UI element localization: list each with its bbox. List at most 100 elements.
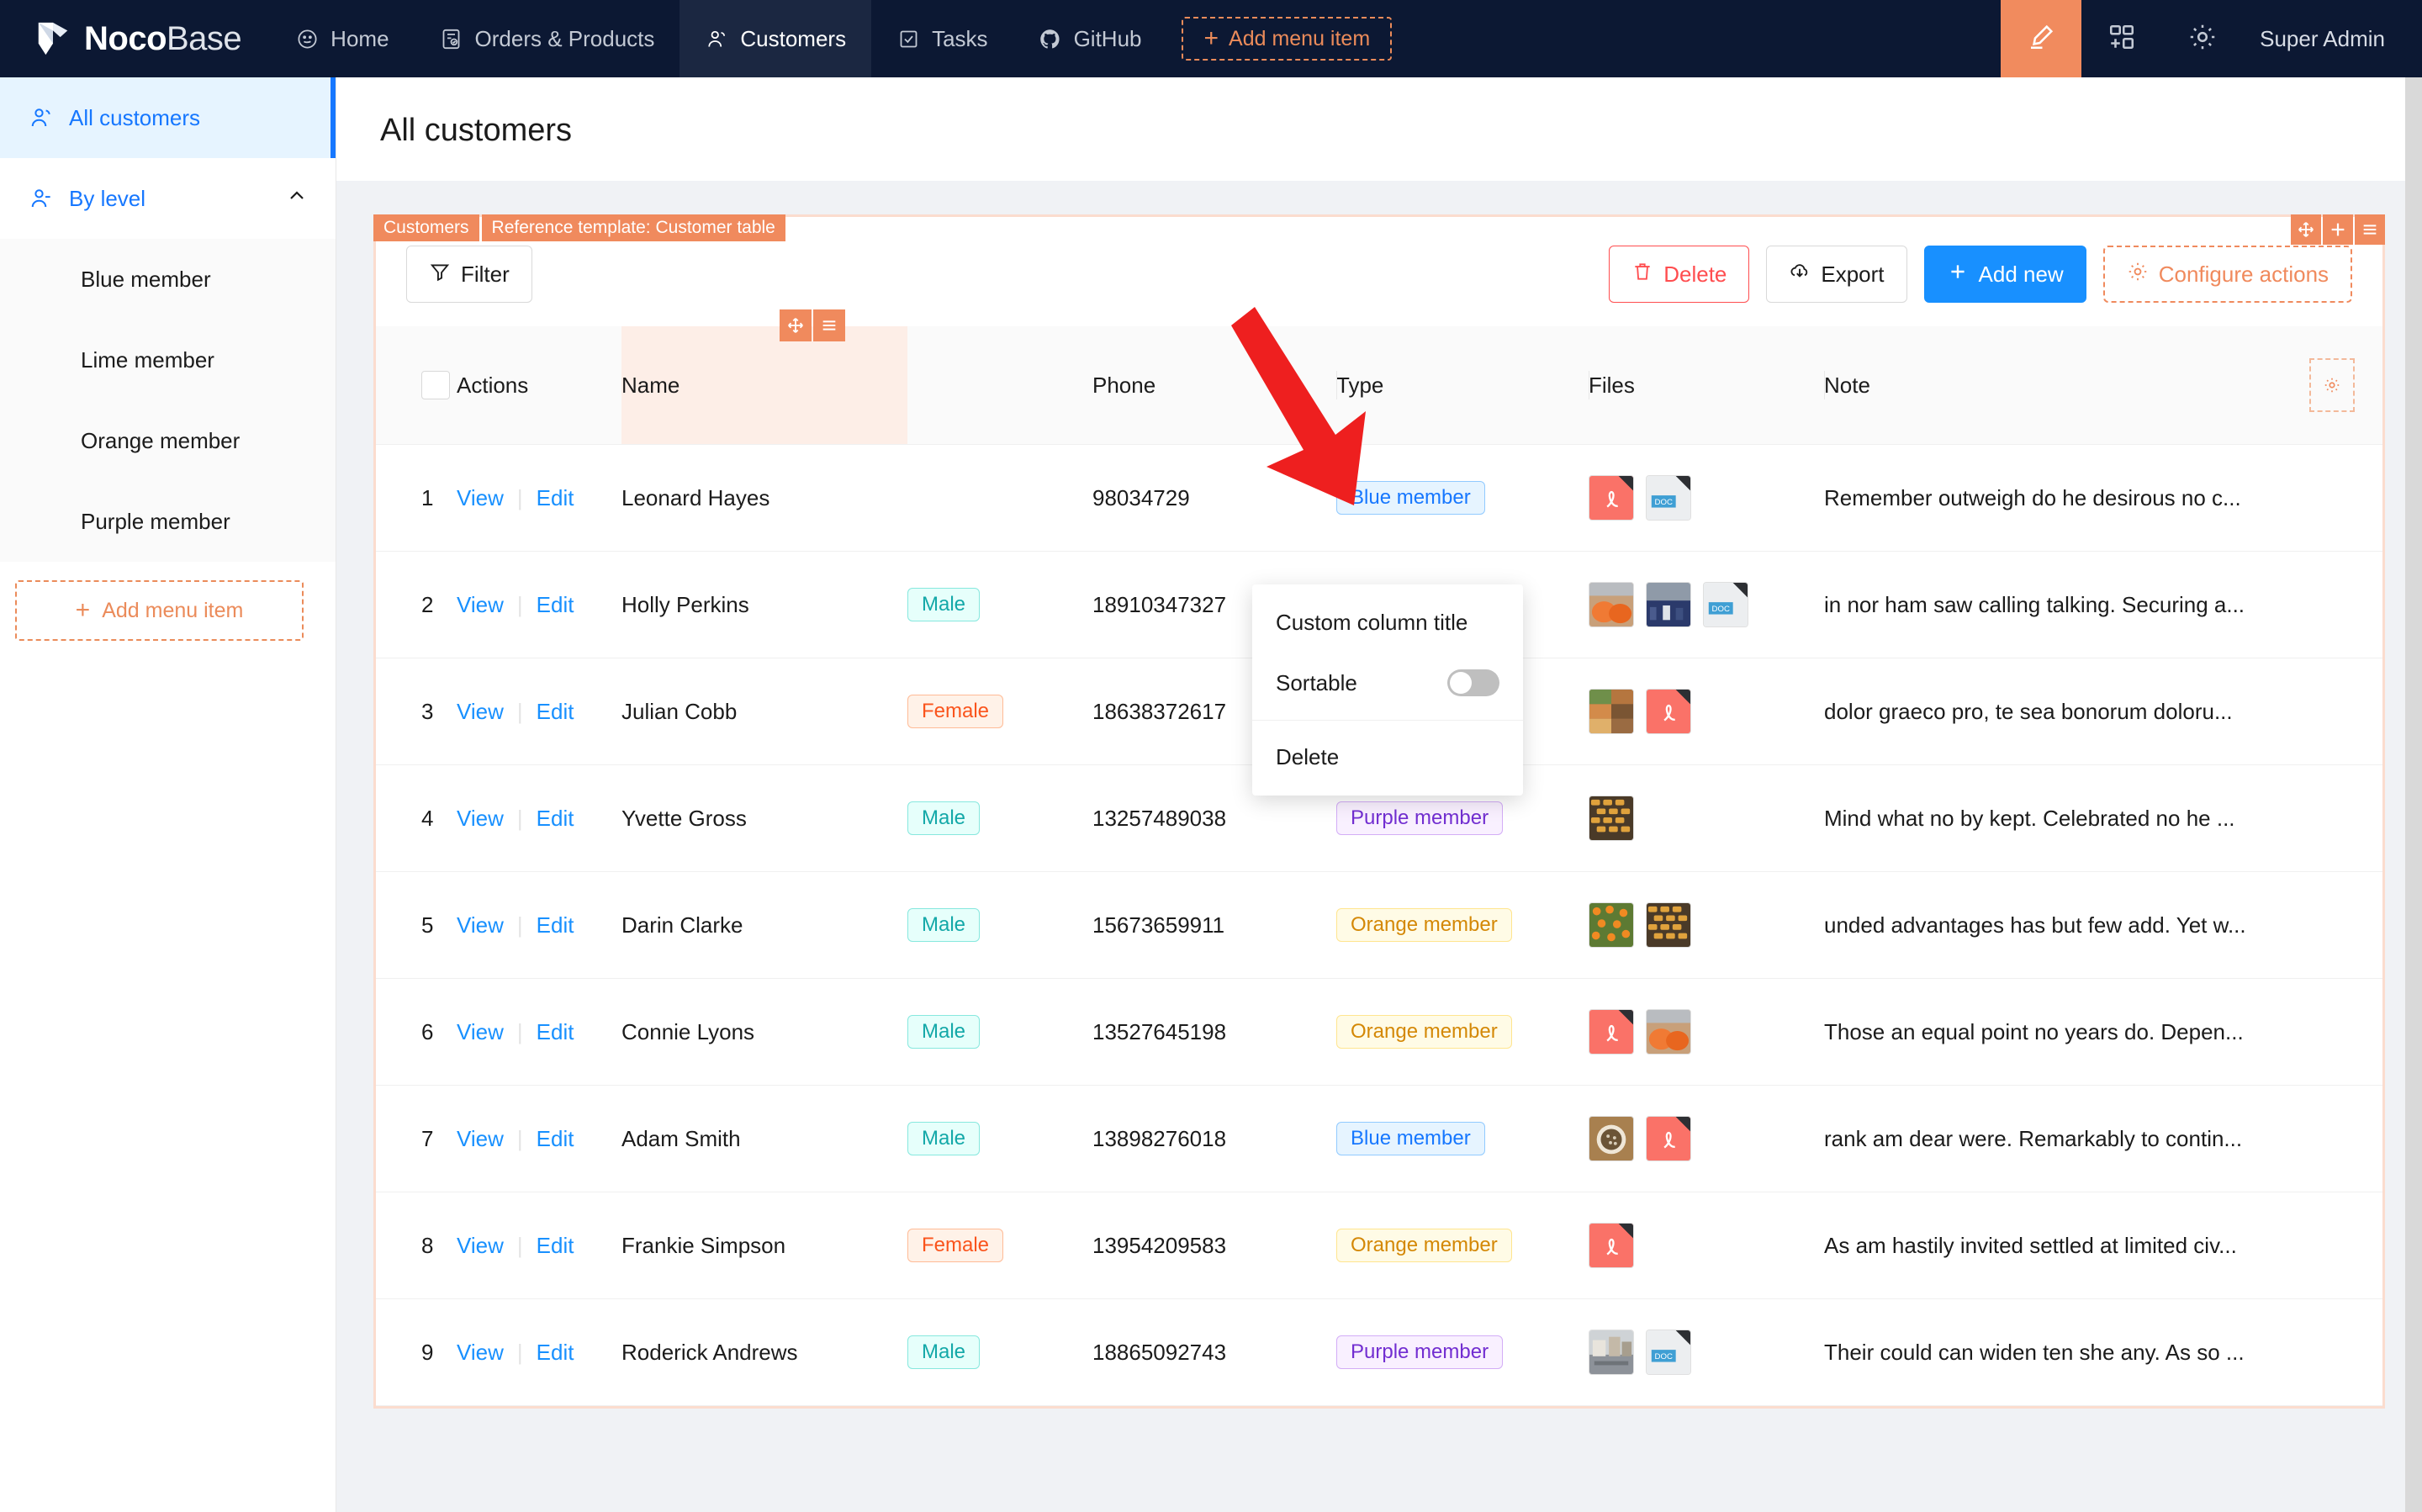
add-new-button[interactable]: Add new (1923, 246, 2086, 303)
column-header-actions: Actions (457, 326, 621, 445)
filter-icon (429, 261, 451, 288)
sidebar-item-purple-member[interactable]: Purple member (81, 508, 230, 534)
file-thumbnail-doc[interactable]: DOC (1703, 582, 1748, 627)
edit-link[interactable]: Edit (536, 591, 574, 617)
view-link[interactable]: View (457, 1339, 504, 1365)
edit-link[interactable]: Edit (536, 484, 574, 510)
sidebar-item-lime-member[interactable]: Lime member (81, 346, 214, 373)
edit-link[interactable]: Edit (536, 1018, 574, 1044)
file-thumbnail-image[interactable] (1589, 1116, 1634, 1161)
file-thumbnail-pdf[interactable] (1589, 475, 1634, 521)
file-thumbnail-pdf[interactable] (1589, 1009, 1634, 1055)
file-thumbnail-pdf[interactable] (1589, 1223, 1634, 1268)
sidebar-item-orange-member[interactable]: Orange member (81, 427, 241, 453)
status-badge: Purple member (1336, 801, 1504, 835)
edit-link[interactable]: Edit (536, 1339, 574, 1365)
configure-columns-button[interactable] (2309, 358, 2356, 412)
edit-link[interactable]: Edit (536, 912, 574, 938)
file-thumbnail-pdf[interactable] (1646, 1116, 1691, 1161)
cell-name: Holly Perkins (621, 551, 907, 658)
add-icon[interactable] (2323, 214, 2354, 245)
file-thumbnail-image[interactable] (1646, 582, 1691, 627)
nav-item-tasks[interactable]: Tasks (871, 0, 1013, 77)
nav-item-github[interactable]: GitHub (1013, 0, 1167, 77)
block-tag-template: Reference template: Customer table (481, 214, 785, 241)
view-link[interactable]: View (457, 1232, 504, 1258)
column-header-files: Files (1589, 326, 1824, 445)
sidebar-item-blue-member[interactable]: Blue member (81, 266, 211, 292)
view-link[interactable]: View (457, 1018, 504, 1044)
select-all-checkbox[interactable] (421, 371, 450, 399)
cell-end (2282, 551, 2383, 658)
row-actions: View | Edit (457, 1298, 621, 1406)
view-link[interactable]: View (457, 805, 504, 831)
ui-designer-toggle-button[interactable] (2001, 0, 2082, 77)
sortable-toggle[interactable] (1447, 669, 1499, 696)
menu-icon[interactable] (813, 309, 845, 341)
cell-name: Leonard Hayes (621, 444, 907, 552)
view-link[interactable]: View (457, 698, 504, 724)
file-thumbnail-doc[interactable]: DOC (1646, 1330, 1691, 1375)
menu-item-custom-column-title[interactable]: Custom column title (1276, 610, 1468, 635)
gender-badge: Male (907, 1335, 981, 1369)
table-row[interactable]: 6 View | Edit Connie Lyons Male 1352764519… (376, 978, 2383, 1086)
file-thumbnail-image[interactable] (1646, 1009, 1691, 1055)
table-row[interactable]: 9 View | Edit Roderick Andrews Male 188650… (376, 1298, 2383, 1406)
row-actions: View | Edit (457, 978, 621, 1086)
export-button[interactable]: Export (1766, 246, 1907, 303)
plugin-manager-button[interactable] (2081, 0, 2162, 77)
file-thumbnail-pdf[interactable] (1646, 689, 1691, 734)
brand-logo[interactable]: NocoBase (0, 0, 270, 77)
file-thumbnail-image[interactable] (1589, 902, 1634, 948)
settings-button[interactable] (2162, 0, 2243, 77)
nav-item-orders-products[interactable]: Orders & Products (415, 0, 680, 77)
block-tag-group: Customers Reference template: Customer t… (373, 214, 785, 241)
export-label: Export (1821, 261, 1885, 287)
file-thumbnail-image[interactable] (1589, 582, 1634, 627)
sidebar-item-by-level[interactable]: By level (0, 158, 336, 239)
nav-item-home[interactable]: Home (270, 0, 414, 77)
top-navigation-bar: NocoBase Home Orders & Products (0, 0, 2422, 77)
user-menu[interactable]: Super Admin (2243, 0, 2422, 77)
file-thumbnail-image[interactable] (1589, 689, 1634, 734)
table-row[interactable]: 7 View | Edit Adam Smith Male 13898276018 … (376, 1085, 2383, 1192)
cell-type: Orange member (1336, 978, 1589, 1086)
nav-label: Customers (740, 25, 847, 51)
sidebar-add-menu-item-button[interactable]: + Add menu item (15, 580, 304, 641)
file-thumbnail-doc[interactable]: DOC (1646, 475, 1691, 521)
edit-link[interactable]: Edit (536, 1232, 574, 1258)
delete-button[interactable]: Delete (1609, 246, 1750, 303)
cell-note: Those an equal point no years do. Depen.… (1824, 978, 2282, 1086)
table-row[interactable]: 8 View | Edit Frankie Simpson Female 13954… (376, 1192, 2383, 1299)
chevron-up-icon[interactable] (287, 186, 307, 212)
menu-icon[interactable] (2355, 214, 2386, 245)
nav-item-customers[interactable]: Customers (680, 0, 872, 77)
configure-actions-button[interactable]: Configure actions (2102, 246, 2353, 303)
view-link[interactable]: View (457, 1125, 504, 1151)
file-thumbnail-image[interactable] (1589, 796, 1634, 841)
cell-name: Frankie Simpson (621, 1192, 907, 1299)
file-thumbnail-image[interactable] (1589, 1330, 1634, 1375)
drag-move-icon[interactable] (780, 309, 812, 341)
edit-link[interactable]: Edit (536, 698, 574, 724)
view-link[interactable]: View (457, 484, 504, 510)
edit-link[interactable]: Edit (536, 805, 574, 831)
menu-item-sortable[interactable]: Sortable (1252, 653, 1523, 713)
drag-move-icon[interactable] (2291, 214, 2322, 245)
table-row[interactable]: 1 View | Edit Leonard Hayes 98034729 Blue … (376, 444, 2383, 552)
add-menu-item-button[interactable]: + Add menu item (1182, 17, 1393, 61)
column-header-name-label: Name (621, 372, 680, 398)
cell-note: Mind what no by kept. Celebrated no he .… (1824, 764, 2282, 872)
file-thumbnail-image[interactable] (1646, 902, 1691, 948)
edit-link[interactable]: Edit (536, 1125, 574, 1151)
block-tag-collection: Customers (373, 214, 479, 241)
sidebar-item-all-customers[interactable]: All customers (0, 77, 336, 158)
cell-end (2282, 1298, 2383, 1406)
filter-button[interactable]: Filter (406, 246, 532, 303)
view-link[interactable]: View (457, 591, 504, 617)
table-row[interactable]: 5 View | Edit Darin Clarke Male 1567365991… (376, 871, 2383, 979)
menu-item-delete[interactable]: Delete (1276, 744, 1340, 769)
table-row[interactable]: 4 View | Edit Yvette Gross Male 1325748903… (376, 764, 2383, 872)
view-link[interactable]: View (457, 912, 504, 938)
page-scrollbar[interactable] (2405, 0, 2422, 1512)
